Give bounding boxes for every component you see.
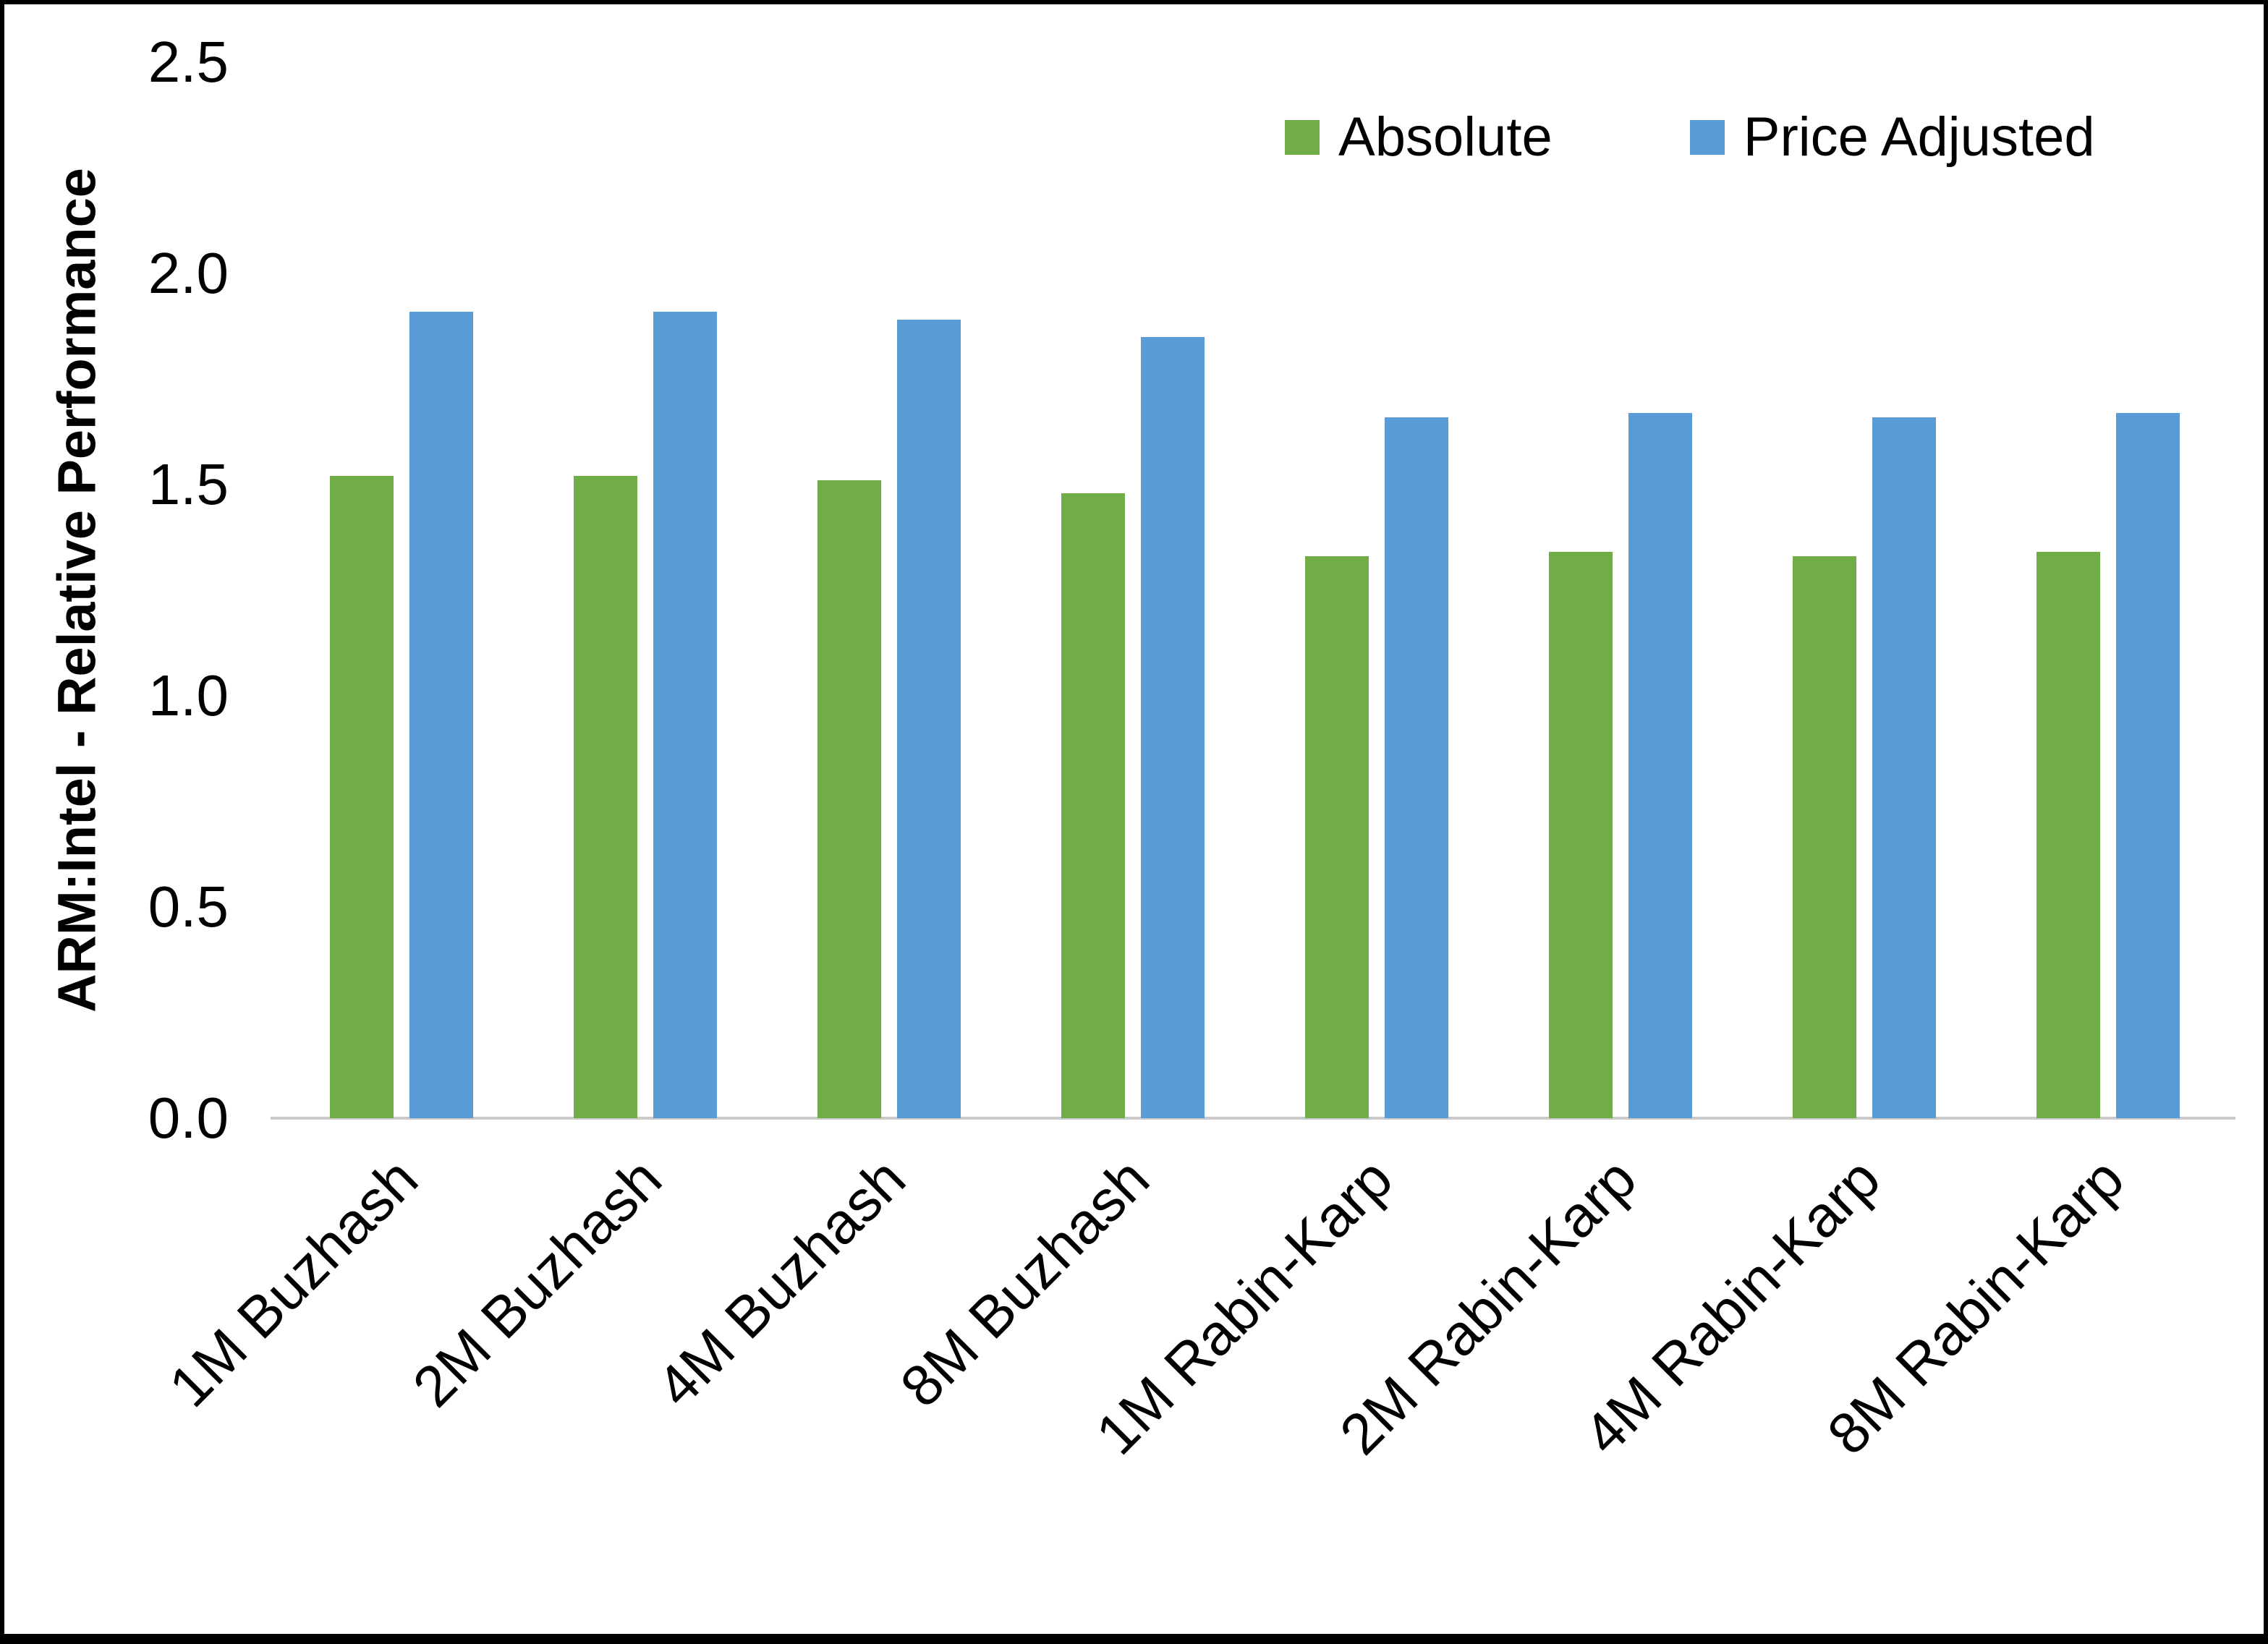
bar-4m-buzhash-absolute xyxy=(817,480,881,1118)
legend-swatch-icon xyxy=(1285,120,1320,155)
bar-1m-rabin-karp-price-adjusted xyxy=(1384,417,1448,1118)
legend-swatch-icon xyxy=(1689,120,1725,155)
legend: Absolute Price Adjusted xyxy=(1285,110,2095,165)
x-axis-label-4m-buzhash: 4M Buzhash xyxy=(644,1146,917,1419)
bar-8m-buzhash-price-adjusted xyxy=(1140,337,1205,1118)
y-tick-label: 0.0 xyxy=(148,1086,229,1150)
bar-2m-rabin-karp-absolute xyxy=(1548,552,1613,1118)
x-axis-label-1m-buzhash: 1M Buzhash xyxy=(156,1146,430,1419)
legend-item-price-adjusted: Price Adjusted xyxy=(1689,106,2095,168)
x-axis-label-2m-buzhash: 2M Buzhash xyxy=(400,1146,674,1419)
bar-4m-rabin-karp-absolute xyxy=(1792,556,1856,1118)
legend-item-absolute: Absolute xyxy=(1285,110,1553,165)
y-tick-label: 2.0 xyxy=(148,241,229,305)
bar-8m-rabin-karp-price-adjusted xyxy=(2115,413,2180,1118)
x-axis-line xyxy=(271,1117,2235,1120)
bar-2m-buzhash-price-adjusted xyxy=(653,312,717,1118)
y-tick-label: 1.5 xyxy=(148,452,229,516)
bar-1m-buzhash-absolute xyxy=(329,476,394,1118)
bar-4m-buzhash-price-adjusted xyxy=(896,320,961,1118)
legend-label: Price Adjusted xyxy=(1743,106,2095,168)
bar-8m-buzhash-absolute xyxy=(1061,493,1125,1118)
y-tick-label: 0.5 xyxy=(148,874,229,939)
bar-1m-rabin-karp-absolute xyxy=(1304,556,1369,1118)
bar-2m-rabin-karp-price-adjusted xyxy=(1628,413,1692,1118)
x-axis-label-8m-buzhash: 8M Buzhash xyxy=(888,1146,1161,1419)
bar-8m-rabin-karp-absolute xyxy=(2036,552,2100,1118)
y-tick-label: 1.0 xyxy=(148,663,229,728)
plot-area xyxy=(279,62,2230,1118)
bar-1m-buzhash-price-adjusted xyxy=(409,312,473,1118)
bar-2m-buzhash-absolute xyxy=(573,476,637,1118)
legend-label: Absolute xyxy=(1338,106,1553,168)
bar-4m-rabin-karp-price-adjusted xyxy=(1872,417,1936,1118)
y-tick-label: 2.5 xyxy=(148,30,229,94)
x-axis-labels: 1M Buzhash 2M Buzhash 4M Buzhash 8M Buzhash… xyxy=(157,1146,2230,1611)
